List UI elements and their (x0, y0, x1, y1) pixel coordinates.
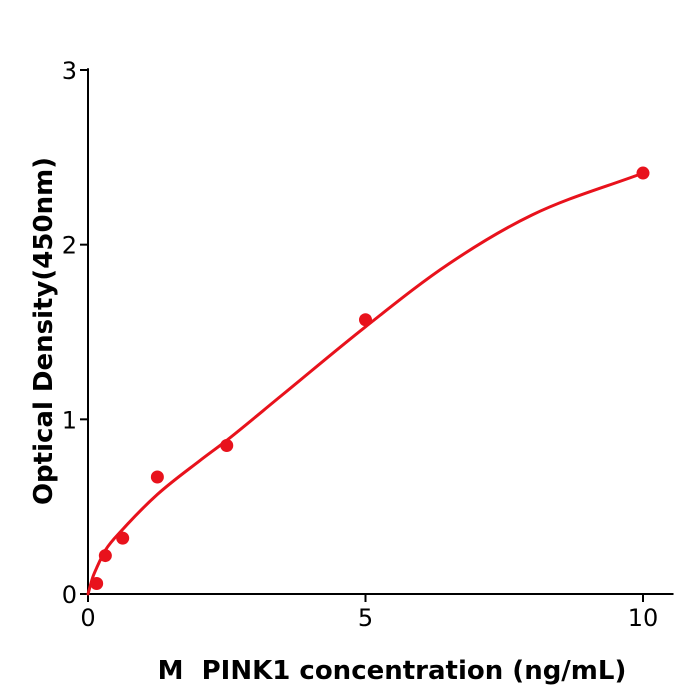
x-tick-label: 0 (80, 604, 95, 632)
data-point (636, 166, 650, 180)
fit-curve-line (86, 171, 645, 596)
data-point (90, 577, 104, 591)
data-point (98, 549, 112, 563)
x-tick-label: 5 (358, 604, 373, 632)
data-point (116, 531, 130, 545)
y-tick-label: 3 (62, 57, 77, 85)
y-axis-title: Optical Density(450nm) (29, 156, 59, 506)
data-point (220, 439, 234, 453)
x-tick-label: 10 (628, 604, 659, 632)
x-axis-title: M PINK1 concentration (ng/mL) (157, 656, 627, 686)
y-tick-label: 2 (62, 232, 77, 260)
data-point (150, 470, 164, 484)
y-tick-label: 1 (62, 406, 77, 434)
data-point (359, 313, 372, 327)
y-tick-label: 0 (62, 581, 77, 609)
